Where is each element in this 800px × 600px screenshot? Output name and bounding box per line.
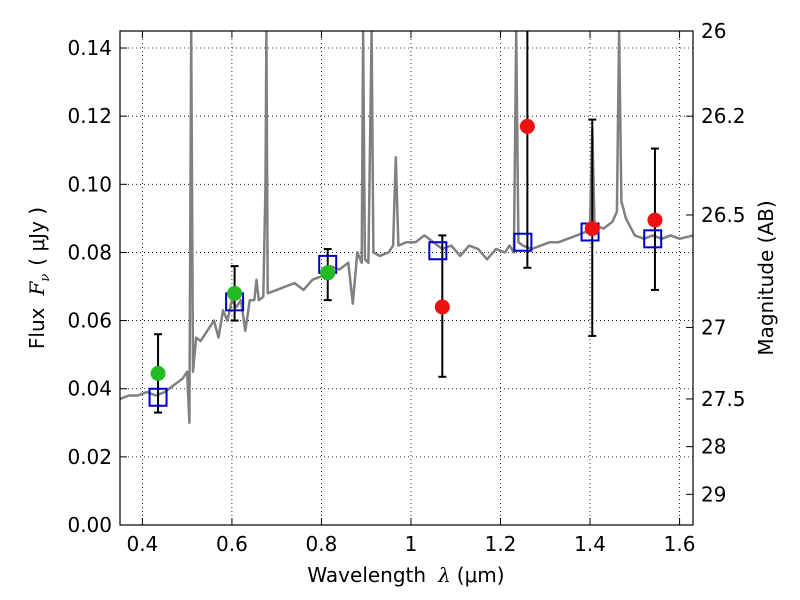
x-tick-label: 1.6 (664, 532, 696, 556)
grid-lines (120, 31, 693, 526)
error-bars (154, 31, 659, 414)
x-tick-label: 0.8 (306, 532, 338, 556)
right-tick-label: 26.2 (701, 104, 746, 128)
y-tick-label: 0.00 (67, 513, 112, 537)
detection-point (227, 285, 243, 301)
model-photometry-square (513, 232, 533, 252)
x-tick-label: 1.2 (485, 532, 517, 556)
model-photometry-markers (148, 222, 663, 407)
low-sn-point (519, 118, 535, 134)
y-tick-label: 0.02 (67, 445, 112, 469)
model-photometry-square (643, 229, 663, 249)
right-tick-label: 27.5 (701, 387, 746, 411)
model-photometry-square (428, 241, 448, 261)
right-tick-label: 26 (701, 19, 726, 43)
y-tick-label: 0.10 (67, 172, 112, 196)
x-tick-label: 0.4 (126, 532, 158, 556)
low-sn-point (434, 299, 450, 315)
y-tick-label: 0.04 (67, 377, 112, 401)
low-sn-point (647, 212, 663, 228)
right-tick-label: 27 (701, 315, 726, 339)
low-sn-point (584, 221, 600, 237)
right-tick-label: 28 (701, 435, 726, 459)
y-tick-label: 0.06 (67, 309, 112, 333)
x-tick-label: 1.4 (574, 532, 606, 556)
detection-point (320, 265, 336, 281)
y-axis-ticks: 0.00 0.02 0.04 0.06 0.08 0.10 0.12 0.14 (67, 36, 127, 537)
x-tick-label: 1 (405, 532, 418, 556)
detection-point (150, 365, 166, 381)
right-axis-ticks: 26 26.2 26.5 27 27.5 28 29 (686, 19, 746, 506)
model-spectrum-line (120, 31, 693, 425)
y-tick-label: 0.14 (67, 36, 112, 60)
right-axis-label: Magnitude (AB) (754, 200, 778, 355)
x-tick-label: 0.6 (216, 532, 248, 556)
observed-photometry-markers (150, 118, 663, 381)
plot-frame (119, 30, 694, 526)
x-axis-label: Wavelength λ (μm) (307, 563, 504, 587)
y-tick-label: 0.12 (67, 104, 112, 128)
x-axis-ticks: 0.4 0.6 0.8 1 1.2 1.4 1.6 (126, 31, 695, 556)
right-tick-label: 26.5 (701, 203, 746, 227)
model-photometry-square (148, 387, 168, 407)
y-axis-label: FluxFν( μJy ) (25, 207, 53, 349)
y-tick-label: 0.08 (67, 240, 112, 264)
right-tick-label: 29 (701, 482, 726, 506)
